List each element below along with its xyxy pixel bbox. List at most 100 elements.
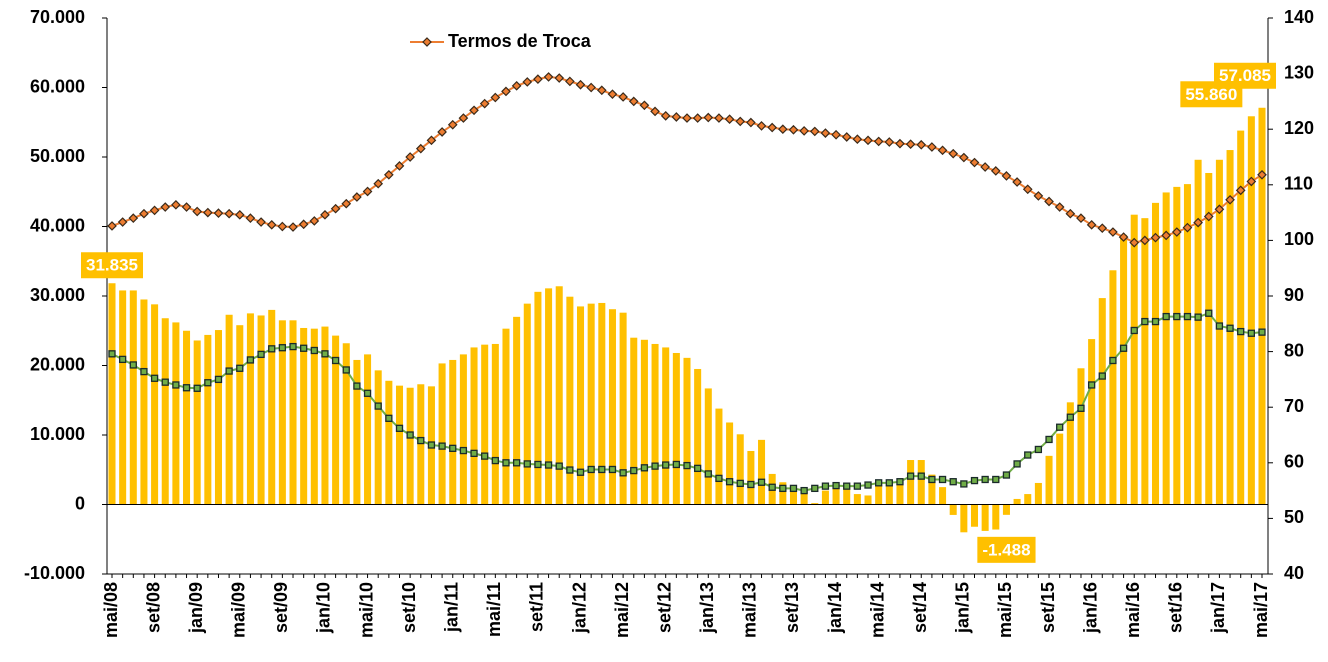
x-label-group: mai/12 <box>612 582 632 638</box>
marker <box>1045 435 1053 444</box>
bar <box>1162 192 1170 505</box>
bar <box>811 503 819 505</box>
marker <box>746 117 756 128</box>
marker <box>1171 227 1182 237</box>
x-tick-label: mai/10 <box>356 582 376 638</box>
marker <box>809 126 820 137</box>
marker <box>841 132 852 142</box>
marker <box>565 76 575 87</box>
marker <box>214 375 223 384</box>
marker <box>1141 317 1149 326</box>
marker <box>405 152 415 162</box>
bar <box>310 328 318 505</box>
marker <box>1034 445 1043 454</box>
bar <box>1066 402 1074 505</box>
marker <box>682 113 692 123</box>
marker <box>864 481 872 489</box>
x-label-group: set/12 <box>654 582 674 633</box>
marker <box>949 478 957 486</box>
marker <box>789 484 798 493</box>
bar <box>832 487 840 505</box>
x-tick-label: set/08 <box>143 582 163 633</box>
x-label-group: mai/13 <box>740 582 760 638</box>
bar <box>949 504 957 515</box>
bar <box>821 490 829 505</box>
marker <box>843 482 851 490</box>
bar <box>577 306 585 505</box>
marker <box>129 361 137 369</box>
x-tick-label: mai/15 <box>995 582 1015 638</box>
x-tick-label: set/15 <box>1038 582 1058 633</box>
bar <box>193 340 201 505</box>
marker <box>767 122 778 133</box>
marker <box>852 134 863 145</box>
marker <box>362 186 373 197</box>
marker <box>384 169 394 180</box>
marker <box>747 480 755 489</box>
bar <box>853 494 861 505</box>
marker <box>481 452 489 460</box>
marker <box>820 128 831 138</box>
bar <box>1109 270 1117 505</box>
bar <box>364 354 372 505</box>
bar <box>928 474 936 505</box>
marker <box>373 178 384 189</box>
bar <box>1183 184 1191 505</box>
marker <box>586 82 597 93</box>
bar <box>970 504 979 527</box>
bar <box>619 312 627 505</box>
bar <box>981 504 989 531</box>
marker <box>832 481 840 490</box>
y2-tick-label: 120 <box>1284 118 1314 138</box>
marker <box>1237 327 1245 336</box>
x-label-group: set/08 <box>143 582 163 633</box>
marker <box>363 389 372 397</box>
marker <box>256 217 266 227</box>
marker <box>523 460 531 468</box>
bar <box>481 344 489 505</box>
x-tick-label: mai/08 <box>101 582 121 638</box>
marker <box>1162 312 1170 321</box>
marker <box>225 367 233 375</box>
marker <box>981 475 989 484</box>
marker <box>213 208 224 219</box>
marker <box>618 92 628 102</box>
marker <box>331 356 340 365</box>
bar <box>374 370 382 505</box>
bar <box>555 286 563 505</box>
x-label-group: mai/11 <box>484 582 504 637</box>
y2-tick-label: 80 <box>1284 340 1304 360</box>
bar <box>449 359 457 505</box>
legend-label: Termos de Troca <box>448 31 592 51</box>
bar <box>172 322 180 505</box>
y2-tick-label: 110 <box>1284 174 1313 194</box>
marker <box>831 129 841 140</box>
marker <box>937 145 948 156</box>
marker <box>1193 217 1203 228</box>
bar <box>800 491 808 505</box>
marker <box>374 402 382 410</box>
bar <box>651 343 659 505</box>
marker <box>960 480 968 488</box>
bar <box>385 380 393 505</box>
marker <box>1077 404 1085 412</box>
marker <box>245 213 256 224</box>
marker <box>703 112 714 123</box>
x-tick-label: mai/16 <box>1123 582 1143 638</box>
y-tick-label: -10.000 <box>24 563 85 583</box>
marker <box>598 465 606 474</box>
bar <box>395 385 404 505</box>
marker <box>1205 309 1213 317</box>
bar <box>608 309 616 505</box>
marker <box>576 468 585 476</box>
x-tick-label: jan/12 <box>569 582 589 634</box>
marker <box>970 476 979 485</box>
bar <box>545 288 553 505</box>
x-label-group: jan/17 <box>1208 582 1228 634</box>
marker <box>1257 169 1267 180</box>
bar <box>1024 494 1032 505</box>
marker <box>202 207 213 218</box>
bar <box>683 357 691 505</box>
x-tick-label: jan/11 <box>441 582 461 633</box>
